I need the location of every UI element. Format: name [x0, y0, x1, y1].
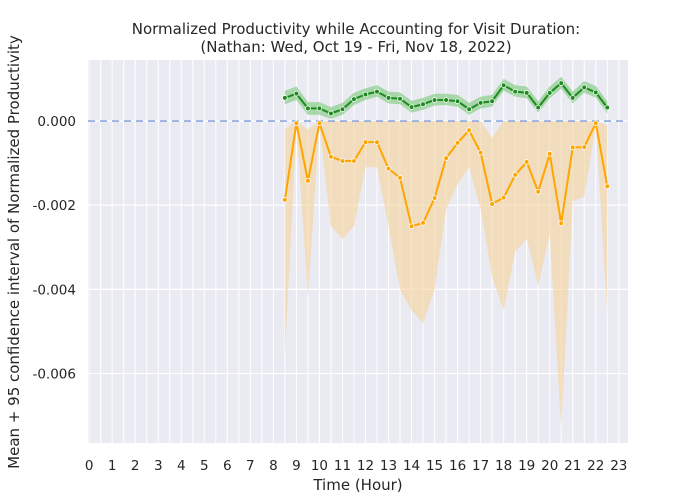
data-point [316, 120, 323, 126]
data-point [592, 120, 599, 126]
data-point [293, 90, 300, 97]
data-point [604, 183, 611, 190]
data-point [305, 105, 311, 112]
plot-area [88, 60, 628, 443]
data-point [592, 89, 599, 96]
data-point [454, 98, 461, 105]
data-point [500, 194, 507, 201]
confidence-band [284, 121, 608, 429]
data-point [546, 151, 553, 157]
x-tick-label: 23 [610, 458, 627, 474]
data-point [328, 154, 334, 160]
data-point [443, 155, 449, 161]
data-point [512, 172, 518, 178]
data-point [397, 95, 403, 102]
x-axis-ticks: 0 1 2 3 4 5 6 7 8 9 10 11 12 13 14 15 16 17 18 19 20 21 22 23 [85, 458, 628, 474]
data-point [328, 110, 334, 117]
data-point [293, 120, 300, 126]
x-tick-label: 9 [292, 458, 301, 474]
data-point [351, 96, 357, 102]
x-tick-label: 7 [246, 458, 255, 474]
x-tick-label: 6 [223, 458, 232, 474]
x-tick-label: 10 [311, 458, 328, 474]
x-tick-label: 3 [154, 458, 163, 474]
x-tick-label: 12 [357, 458, 374, 474]
data-point [466, 106, 472, 113]
x-tick-label: 2 [131, 458, 140, 474]
data-point [316, 105, 323, 112]
data-point [374, 88, 380, 95]
x-tick-label: 19 [518, 458, 535, 474]
x-tick-label: 22 [587, 458, 604, 474]
x-tick-label: 18 [495, 458, 512, 474]
data-point [489, 201, 495, 207]
data-point [420, 220, 426, 226]
x-tick-label: 4 [177, 458, 186, 474]
data-point [604, 104, 611, 111]
data-point [431, 97, 438, 103]
data-point [523, 159, 530, 165]
data-point [512, 88, 518, 95]
plot-background [88, 60, 628, 443]
data-point [466, 127, 472, 134]
data-point [339, 158, 346, 164]
x-tick-label: 5 [200, 458, 209, 474]
x-tick-label: 13 [380, 458, 397, 474]
y-axis-ticks: 0.000 -0.002 -0.004 -0.006 [32, 114, 76, 383]
data-point [362, 139, 369, 145]
data-point [489, 98, 495, 105]
data-point [420, 101, 426, 107]
y-tick-label: -0.002 [32, 198, 76, 214]
grid-lines [88, 60, 628, 443]
data-point [569, 144, 576, 151]
data-point [535, 104, 541, 111]
data-point [282, 95, 288, 101]
chart-title-line2: (Nathan: Wed, Oct 19 - Fri, Nov 18, 2022… [200, 38, 511, 56]
x-tick-label: 20 [541, 458, 558, 474]
data-point [500, 82, 507, 89]
y-tick-label: -0.006 [32, 367, 76, 383]
data-point [339, 106, 346, 113]
data-point [477, 100, 484, 106]
x-tick-label: 11 [334, 458, 351, 474]
chart-title-line1: Normalized Productivity while Accounting… [132, 20, 580, 38]
data-point [305, 177, 311, 184]
data-point [397, 175, 403, 181]
data-series [88, 76, 628, 429]
x-tick-label: 21 [564, 458, 581, 474]
x-tick-label: 14 [403, 458, 420, 474]
data-point [546, 90, 553, 96]
data-point [431, 195, 438, 201]
data-point [477, 149, 484, 156]
x-tick-label: 15 [426, 458, 443, 474]
y-axis-label: Mean + 95 confidence interval of Normali… [5, 35, 23, 469]
data-point [374, 139, 380, 145]
data-point [443, 97, 449, 103]
data-point [408, 104, 415, 110]
x-tick-label: 8 [269, 458, 278, 474]
x-tick-label: 16 [449, 458, 466, 474]
data-point [523, 90, 530, 96]
data-point [385, 95, 392, 101]
data-point [558, 80, 565, 86]
data-point [581, 144, 588, 150]
data-point [351, 158, 357, 164]
x-tick-label: 0 [85, 458, 94, 474]
data-point [535, 188, 541, 195]
y-tick-label: -0.004 [32, 282, 76, 298]
data-point [408, 223, 415, 230]
x-axis-label: Time (Hour) [312, 476, 402, 494]
x-tick-label: 1 [108, 458, 117, 474]
x-tick-label: 17 [472, 458, 489, 474]
data-point [558, 220, 565, 227]
data-point [454, 140, 461, 146]
data-point [385, 165, 392, 172]
data-point [362, 91, 369, 98]
data-point [569, 95, 576, 101]
y-tick-label: 0.000 [37, 114, 76, 130]
data-point [581, 84, 588, 91]
data-point [282, 196, 288, 203]
